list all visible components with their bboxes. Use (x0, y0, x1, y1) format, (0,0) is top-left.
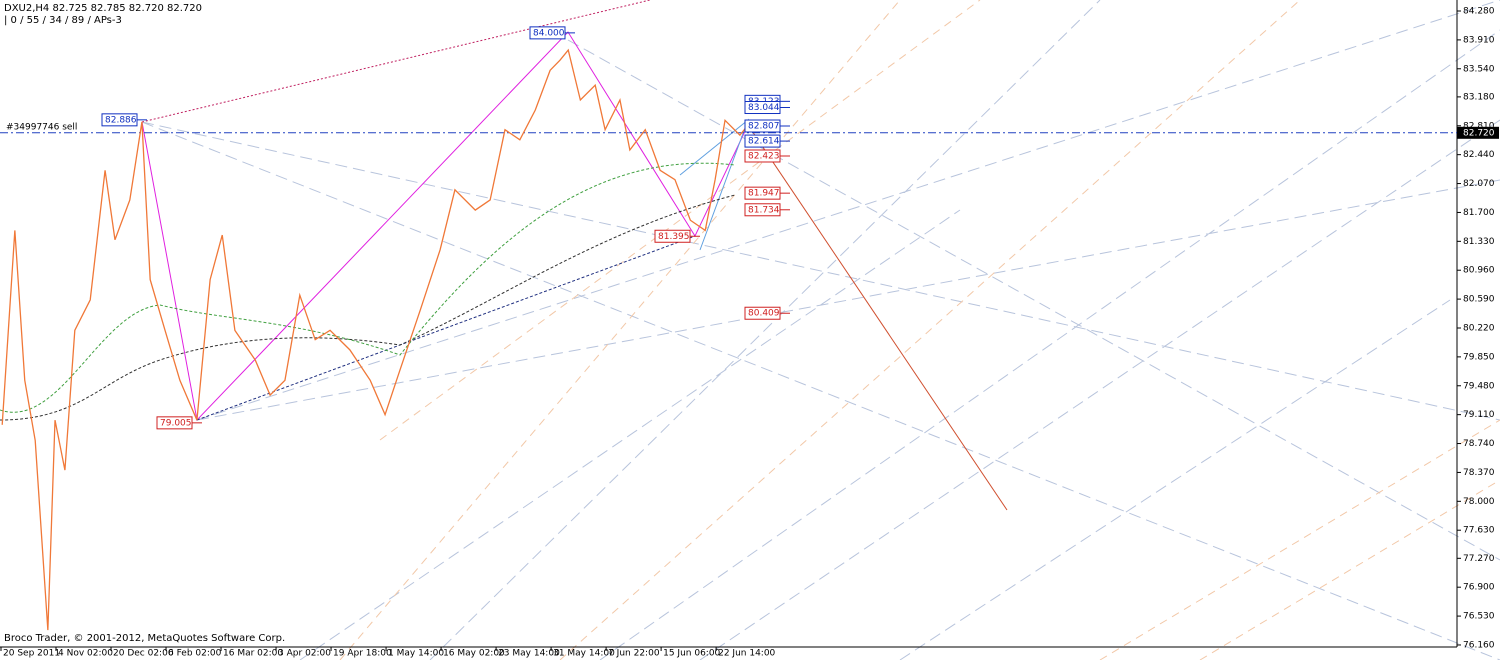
x-tick-label: 19 Apr 18:00 (333, 649, 392, 659)
x-tick-label: 20 Sep 2011 (3, 649, 60, 659)
price-label: 81.734 (748, 205, 780, 215)
y-tick-label: 78.000 (1463, 497, 1495, 507)
x-tick-label: 22 Jun 14:00 (718, 649, 775, 659)
price-label-box (744, 306, 781, 320)
price-label-box (156, 416, 193, 430)
y-tick-label: 77.630 (1463, 526, 1495, 536)
y-tick-label: 78.740 (1463, 439, 1495, 449)
y-tick-label: 81.330 (1463, 237, 1495, 247)
y-tick-label: 78.370 (1463, 468, 1495, 478)
zigzag (141, 31, 749, 422)
y-tick-label: 83.180 (1463, 92, 1495, 102)
y-tick-label: 80.220 (1463, 323, 1495, 333)
y-tick-label: 83.910 (1463, 35, 1495, 45)
price-label-box (744, 134, 781, 148)
y-tick-label: 80.590 (1463, 295, 1495, 305)
trend-line (141, 0, 651, 123)
y-tick-label: 84.280 (1463, 7, 1495, 17)
price-label-box (744, 119, 781, 133)
price-label-box (654, 229, 691, 243)
price-label-box (101, 113, 138, 127)
price-label-box (744, 149, 781, 163)
y-tick-label: 76.530 (1463, 612, 1495, 622)
x-tick-label: 6 Feb 02:00 (168, 649, 222, 659)
price-label: 81.395 (658, 232, 690, 242)
current-price-box (1457, 126, 1499, 139)
y-tick-label: 80.960 (1463, 266, 1495, 276)
x-tick-label: 4 Nov 02:00 (58, 649, 113, 659)
trend-line (196, 235, 696, 421)
y-tick-label: 77.270 (1463, 554, 1495, 564)
pitchfork-line (141, 0, 1500, 660)
y-tick-label: 76.160 (1463, 640, 1495, 650)
price-label-box (529, 26, 566, 40)
y-tick-label: 79.850 (1463, 352, 1495, 362)
x-tick-label: 1 May 14:00 (388, 649, 444, 659)
forecast-line (747, 124, 1008, 511)
price-label-box (744, 186, 781, 200)
y-tick-label: 82.070 (1463, 179, 1495, 189)
subheader: | 0 / 55 / 34 / 89 / APs-3 (4, 15, 122, 26)
price-label-box (744, 101, 781, 115)
x-tick-label: 16 May 02:00 (443, 649, 505, 659)
x-tick-label: 23 May 14:00 (498, 649, 560, 659)
y-tick-label: 81.700 (1463, 208, 1495, 218)
pitchfork-line (339, 0, 1500, 660)
price-label: 82.807 (748, 122, 780, 132)
header: DXU2,H4 82.725 82.785 82.720 82.720 (4, 3, 202, 14)
x-tick-label: 15 Jun 06:00 (663, 649, 720, 659)
price-label: 80.409 (748, 309, 780, 319)
y-tick-label: 82.810 (1463, 121, 1495, 131)
x-tick-label: 3 Apr 02:00 (278, 649, 331, 659)
price-label-box (744, 203, 781, 217)
y-tick-label: 82.440 (1463, 150, 1495, 160)
price-label: 82.614 (748, 137, 780, 147)
price-line (1, 48, 749, 631)
footer: Broco Trader, © 2001-2012, MetaQuotes So… (4, 633, 285, 644)
y-tick-label: 83.540 (1463, 64, 1495, 74)
price-label: 82.886 (105, 115, 137, 125)
x-tick-label: 31 May 14:00 (553, 649, 615, 659)
y-tick-label: 79.110 (1463, 410, 1495, 420)
sell-label: #34997746 sell (6, 123, 77, 133)
current-price-label: 82.720 (1463, 128, 1495, 138)
price-label: 79.005 (160, 418, 192, 428)
x-tick-label: 16 Mar 02:00 (223, 649, 283, 659)
price-label: 82.423 (748, 151, 780, 161)
y-tick-label: 79.480 (1463, 381, 1495, 391)
y-tick-label: 76.900 (1463, 583, 1495, 593)
price-label: 83.044 (748, 103, 780, 113)
price-label: 81.947 (748, 189, 780, 199)
x-tick-label: 20 Dec 02:00 (113, 649, 174, 659)
x-tick-label: 7 Jun 22:00 (608, 649, 660, 659)
price-label: 84.000 (533, 28, 565, 38)
moving-average (0, 194, 736, 421)
moving-average (0, 162, 736, 413)
